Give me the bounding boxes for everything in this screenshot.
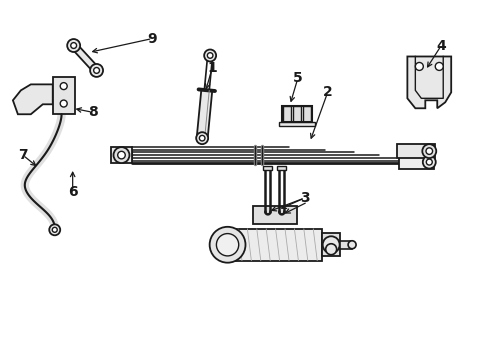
- Bar: [282, 106, 312, 122]
- Text: 4: 4: [437, 39, 446, 53]
- Circle shape: [348, 241, 356, 249]
- Circle shape: [426, 159, 432, 165]
- Bar: [264, 166, 272, 170]
- Circle shape: [426, 148, 433, 154]
- Circle shape: [435, 62, 443, 71]
- Text: 9: 9: [147, 32, 157, 46]
- Circle shape: [207, 53, 213, 58]
- Circle shape: [210, 227, 245, 263]
- Circle shape: [422, 144, 436, 158]
- Bar: [253, 206, 297, 224]
- Circle shape: [217, 234, 239, 256]
- Bar: [111, 147, 132, 163]
- Polygon shape: [196, 90, 212, 139]
- Bar: [397, 144, 435, 158]
- Bar: [279, 122, 315, 126]
- Polygon shape: [71, 43, 99, 73]
- Circle shape: [90, 64, 103, 77]
- Circle shape: [204, 50, 216, 62]
- Circle shape: [52, 227, 57, 232]
- Text: 6: 6: [68, 185, 77, 199]
- Circle shape: [71, 42, 76, 49]
- Text: 3: 3: [300, 191, 310, 205]
- Bar: [303, 106, 311, 122]
- Bar: [277, 166, 286, 170]
- Circle shape: [199, 135, 205, 141]
- Circle shape: [94, 68, 99, 73]
- Circle shape: [118, 151, 125, 159]
- Bar: [399, 156, 434, 168]
- Circle shape: [416, 62, 423, 71]
- Text: 1: 1: [207, 62, 217, 76]
- Circle shape: [196, 132, 208, 144]
- Bar: [322, 233, 340, 256]
- Polygon shape: [13, 84, 53, 114]
- Text: 2: 2: [323, 85, 333, 99]
- Circle shape: [60, 100, 67, 107]
- Circle shape: [114, 147, 129, 163]
- Circle shape: [60, 83, 67, 90]
- Circle shape: [49, 224, 60, 235]
- Text: 7: 7: [18, 148, 27, 162]
- Text: 8: 8: [88, 105, 98, 119]
- Bar: [227, 229, 322, 261]
- Bar: [293, 106, 301, 122]
- Bar: [53, 77, 74, 114]
- Bar: [340, 241, 352, 249]
- Circle shape: [323, 236, 340, 253]
- Text: 5: 5: [293, 71, 303, 85]
- Circle shape: [423, 156, 436, 168]
- Circle shape: [326, 244, 337, 255]
- Bar: [283, 106, 292, 122]
- Circle shape: [67, 39, 80, 52]
- Polygon shape: [407, 57, 451, 108]
